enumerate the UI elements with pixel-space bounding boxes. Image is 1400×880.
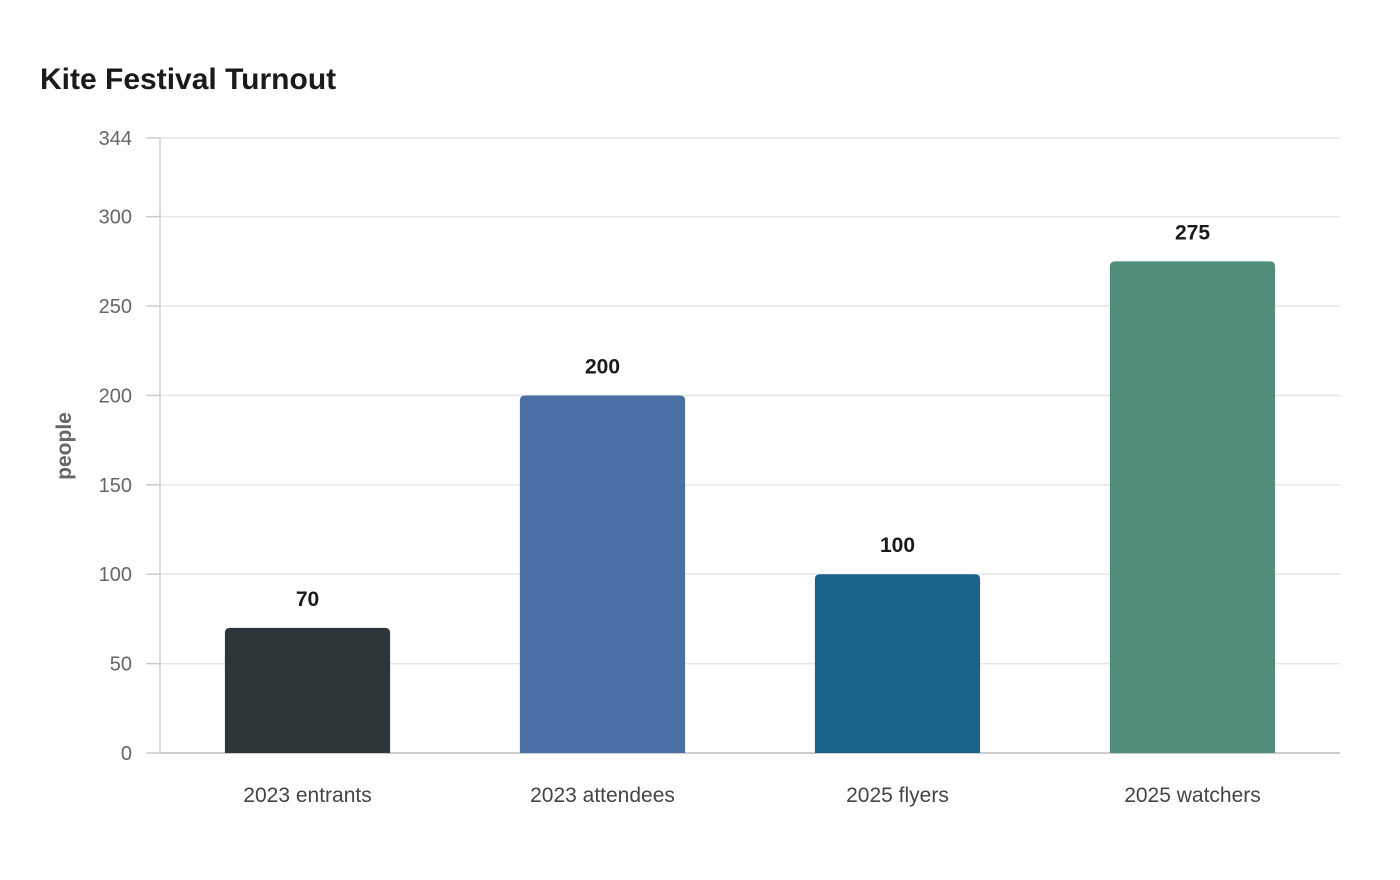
x-tick-label: 2023 attendees: [530, 784, 675, 807]
labels: 0 50 100 150 200 250 300 344 70 2023 entrants 200 2…: [99, 128, 1261, 807]
y-tick-label: 150: [99, 475, 132, 497]
bar-value-label: 100: [880, 534, 915, 557]
y-tick-label: 344: [99, 128, 132, 150]
y-axis-label: people: [53, 412, 76, 480]
bar: [1109, 261, 1276, 753]
y-tick-label: 0: [121, 743, 132, 765]
x-tick-label: 2025 watchers: [1124, 784, 1261, 807]
bars: [224, 261, 1276, 753]
bar: [224, 627, 391, 753]
y-tick-label: 250: [99, 296, 132, 318]
bar-value-label: 70: [296, 588, 319, 611]
x-tick-label: 2023 entrants: [243, 784, 371, 807]
bar-value-label: 200: [585, 355, 620, 378]
chart-title: Kite Festival Turnout: [40, 63, 337, 96]
y-tick-label: 100: [99, 564, 132, 586]
x-tick-label: 2025 flyers: [846, 784, 949, 807]
bar: [519, 395, 686, 753]
bar-value-label: 275: [1175, 221, 1210, 244]
bar: [814, 574, 981, 753]
y-tick-label: 50: [110, 654, 132, 676]
y-tick-label: 200: [99, 385, 132, 407]
y-tick-label: 300: [99, 207, 132, 229]
